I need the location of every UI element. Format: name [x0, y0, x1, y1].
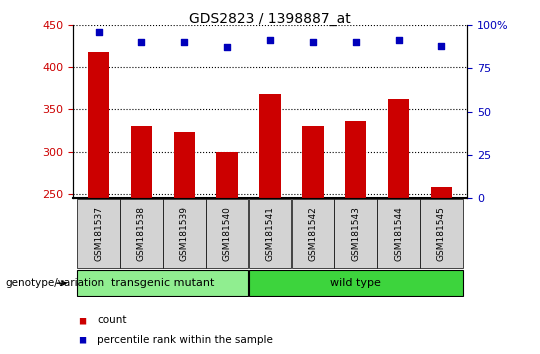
FancyBboxPatch shape	[163, 199, 206, 268]
Text: percentile rank within the sample: percentile rank within the sample	[97, 335, 273, 345]
Point	[352, 39, 360, 45]
Text: GSM181543: GSM181543	[351, 206, 360, 261]
Text: genotype/variation: genotype/variation	[5, 278, 105, 288]
Point	[180, 39, 188, 45]
Bar	[388, 99, 409, 198]
FancyBboxPatch shape	[120, 199, 163, 268]
Bar	[259, 94, 281, 198]
Text: GSM181544: GSM181544	[394, 206, 403, 261]
Point	[437, 43, 445, 48]
FancyBboxPatch shape	[77, 199, 120, 268]
Text: count: count	[97, 315, 127, 325]
Bar	[431, 187, 452, 198]
Text: GSM181537: GSM181537	[94, 206, 103, 261]
Bar	[217, 152, 238, 198]
FancyBboxPatch shape	[77, 270, 248, 296]
Point	[94, 29, 103, 35]
Text: GSM181541: GSM181541	[266, 206, 274, 261]
Bar	[88, 52, 109, 198]
Bar	[302, 126, 323, 198]
Text: ◼: ◼	[78, 315, 86, 325]
FancyBboxPatch shape	[334, 199, 377, 268]
Text: GSM181545: GSM181545	[437, 206, 446, 261]
Point	[308, 39, 317, 45]
Bar	[173, 132, 195, 198]
FancyBboxPatch shape	[206, 199, 248, 268]
Point	[137, 39, 146, 45]
FancyBboxPatch shape	[249, 199, 291, 268]
Text: GDS2823 / 1398887_at: GDS2823 / 1398887_at	[189, 12, 351, 27]
Text: ◼: ◼	[78, 335, 86, 345]
Text: wild type: wild type	[330, 278, 381, 288]
Text: GSM181539: GSM181539	[180, 206, 189, 261]
FancyBboxPatch shape	[377, 199, 420, 268]
Text: transgenic mutant: transgenic mutant	[111, 278, 214, 288]
FancyBboxPatch shape	[292, 199, 334, 268]
Text: GSM181542: GSM181542	[308, 206, 318, 261]
FancyBboxPatch shape	[249, 270, 463, 296]
Bar	[131, 126, 152, 198]
Text: GSM181540: GSM181540	[222, 206, 232, 261]
Point	[223, 45, 232, 50]
Point	[266, 38, 274, 43]
Text: GSM181538: GSM181538	[137, 206, 146, 261]
Bar	[345, 121, 367, 198]
FancyBboxPatch shape	[420, 199, 463, 268]
Point	[394, 38, 403, 43]
